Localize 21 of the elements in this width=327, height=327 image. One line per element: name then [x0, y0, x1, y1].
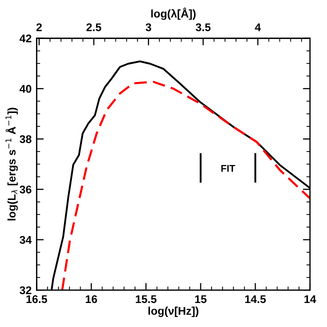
y-tick-label: 34: [20, 236, 32, 244]
x2-tick-label: 3.5: [196, 23, 211, 32]
x2-tick-label: 2.5: [86, 23, 102, 32]
y-tick-label: 38: [20, 135, 32, 144]
y-tick-label: 32: [20, 286, 32, 294]
y-tick-label: 36: [20, 186, 32, 194]
x2-tick-label: 4: [254, 23, 261, 32]
x2-tick-label: 2: [36, 23, 42, 32]
x-tick-label: 16.5: [26, 295, 48, 304]
x2-tick-label: 3: [146, 23, 152, 32]
x-axis-title: log(ν[Hz]): [148, 306, 198, 318]
y-axis-title: log(L$_{λ}$ [ergs s$^{−1}$ Å$^{−1}$]): [6, 108, 18, 220]
x-tick-label: 15.5: [136, 295, 156, 304]
x-tick-label: 14.5: [245, 295, 266, 304]
y-tick-label: 40: [20, 84, 32, 93]
x-tick-label: 16: [86, 295, 98, 304]
x-tick-label: 15: [195, 295, 207, 304]
x-tick-label: 14: [304, 295, 316, 303]
annotation: FIT: [221, 165, 236, 172]
y-tick-label: 42: [20, 34, 32, 42]
x2-axis-title: log(λ[Å]): [151, 8, 196, 20]
